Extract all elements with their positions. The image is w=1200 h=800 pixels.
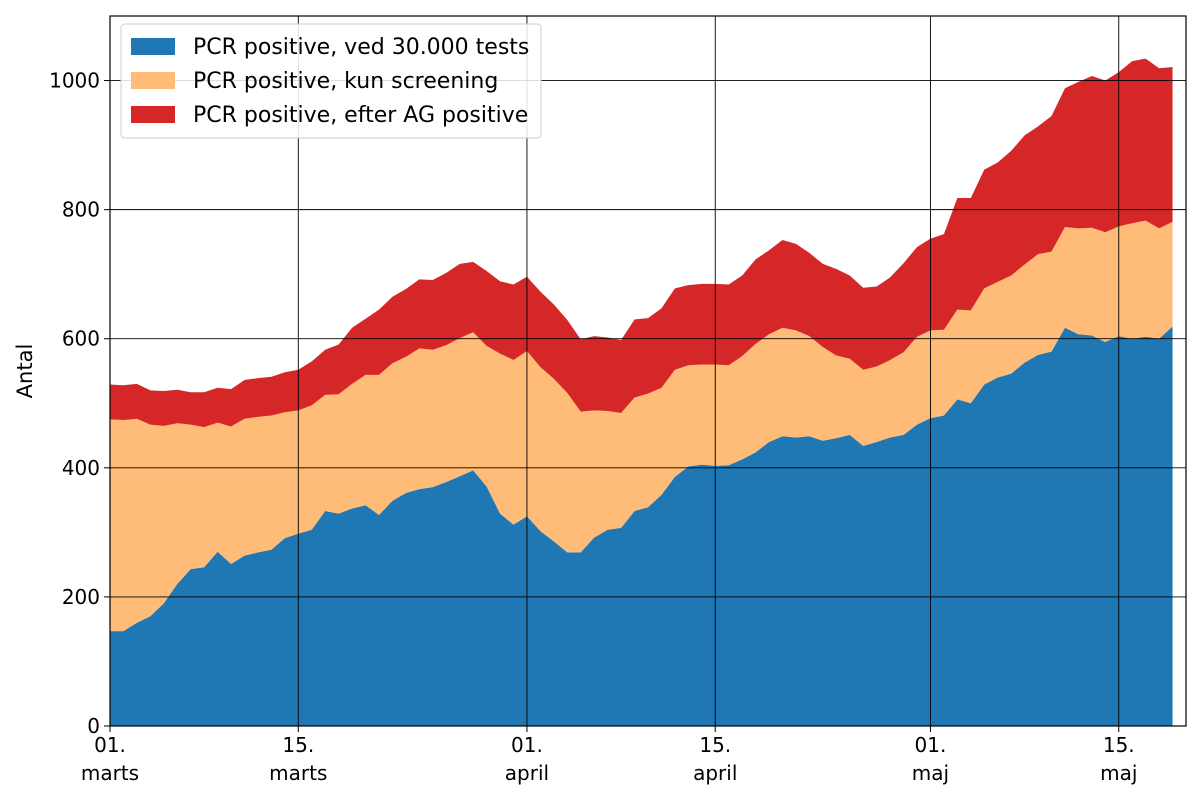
x-axis: 01. marts 15. marts 01. april 15. april 01. maj 15… [81, 726, 1137, 785]
x-tick-label-day-5: 15. [1103, 733, 1135, 757]
x-tick-label-day-2: 01. [511, 733, 543, 757]
y-axis-label: Antal [13, 344, 37, 399]
legend-label-2: PCR positive, kun screening [193, 69, 498, 94]
legend-swatch-3 [131, 106, 175, 123]
x-tick-label-month-3: april [693, 761, 737, 785]
legend: PCR positive, ved 30.000 tests PCR positi… [120, 23, 542, 139]
y-tick-label-0: 0 [87, 714, 100, 738]
y-axis: 0 200 400 600 800 1000 [49, 69, 110, 738]
x-tick-label-day-0: 01. [94, 733, 126, 757]
x-tick-label-month-4: maj [912, 761, 949, 785]
x-tick-label-day-4: 01. [915, 733, 947, 757]
legend-box [120, 23, 542, 139]
x-tick-label-month-0: marts [81, 761, 139, 785]
series-area-2 [110, 220, 1173, 632]
x-tick-label-day-1: 15. [282, 733, 314, 757]
x-tick-label-month-5: maj [1100, 761, 1137, 785]
y-tick-label-3: 600 [62, 327, 100, 351]
series-areas [110, 58, 1173, 726]
x-tick-label-month-1: marts [269, 761, 327, 785]
legend-swatch-1 [131, 38, 175, 55]
legend-label-1: PCR positive, ved 30.000 tests [193, 35, 529, 60]
series-area-3 [110, 58, 1173, 428]
x-tick-label-day-3: 15. [699, 733, 731, 757]
x-tick-label-month-2: april [505, 761, 549, 785]
y-tick-label-2: 400 [62, 456, 100, 480]
plot-frame [109, 15, 1187, 727]
legend-swatch-2 [131, 72, 175, 89]
series-area-1 [110, 326, 1173, 726]
y-tick-label-4: 800 [62, 198, 100, 222]
y-tick-label-1: 200 [62, 585, 100, 609]
legend-label-3: PCR positive, efter AG positive [193, 103, 528, 128]
y-tick-label-5: 1000 [49, 69, 100, 93]
